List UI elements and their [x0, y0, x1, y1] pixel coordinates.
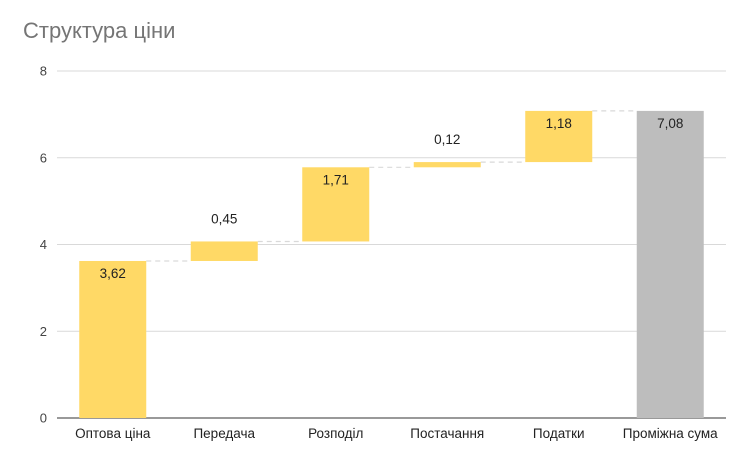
y-tick-label: 8 — [40, 64, 47, 79]
data-label: 0,45 — [211, 211, 237, 226]
chart-title: Структура ціни — [23, 18, 176, 43]
y-tick-label: 2 — [40, 324, 47, 339]
bar-0 — [79, 260, 147, 418]
category-label: Розподіл — [308, 426, 363, 441]
bar-5 — [636, 110, 704, 418]
category-label: Оптова ціна — [75, 426, 151, 441]
bar-1 — [190, 241, 258, 261]
bar-4 — [525, 110, 593, 163]
data-label: 1,18 — [546, 116, 572, 131]
data-label: 3,62 — [100, 266, 126, 281]
y-tick-label: 6 — [40, 150, 47, 165]
data-label: 1,71 — [323, 172, 349, 187]
category-label: Передача — [193, 426, 255, 441]
category-label: Проміжна сума — [623, 426, 718, 441]
data-label: 0,12 — [434, 132, 460, 147]
bar-3 — [413, 162, 481, 168]
category-label: Постачання — [410, 426, 484, 441]
y-tick-label: 0 — [40, 411, 47, 426]
category-label: Податки — [533, 426, 585, 441]
y-tick-label: 4 — [40, 237, 47, 252]
data-label: 7,08 — [657, 116, 683, 131]
bar-2 — [302, 167, 370, 242]
